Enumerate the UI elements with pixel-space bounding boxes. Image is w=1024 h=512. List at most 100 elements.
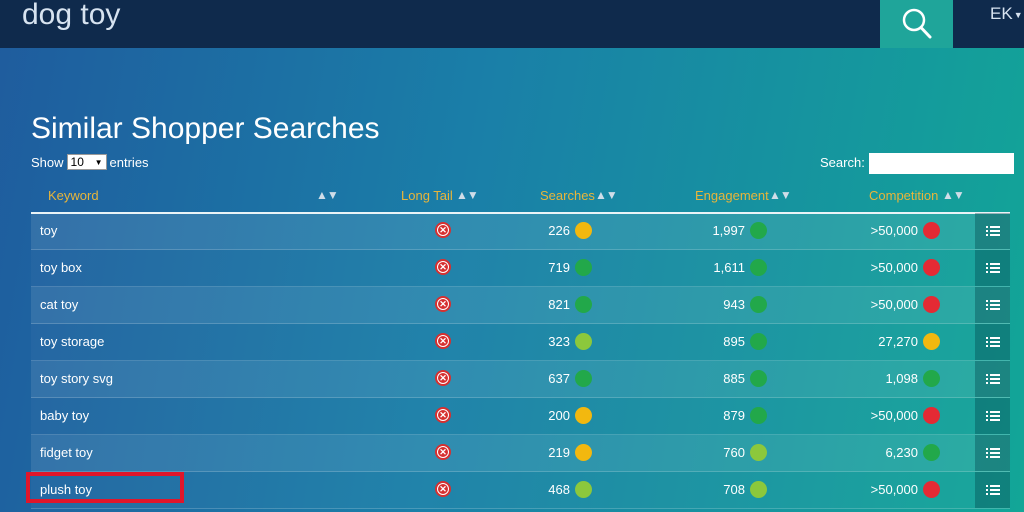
x-circle-icon: ✕	[435, 407, 451, 423]
keyword-cell[interactable]: toy storage	[40, 334, 105, 349]
user-menu[interactable]: EK▼	[990, 4, 1023, 24]
searches-status-dot	[575, 296, 592, 313]
searches-status-dot	[575, 222, 592, 239]
searches-value: 637	[548, 371, 570, 386]
searches-value: 219	[548, 445, 570, 460]
sort-icon[interactable]: ▲▼	[942, 188, 965, 202]
table-row: baby toy ✕ 200 879 >50,000	[31, 398, 1010, 435]
row-menu-button[interactable]	[975, 472, 1010, 508]
competition-value: >50,000	[870, 297, 918, 312]
searches-status-dot	[575, 259, 592, 276]
engagement-value: 895	[723, 334, 745, 349]
searches-value: 821	[548, 297, 570, 312]
competition-status-dot	[923, 222, 940, 239]
list-icon	[985, 300, 1000, 310]
column-header-long-tail[interactable]: Long Tail	[401, 188, 453, 203]
keyword-cell[interactable]: toy box	[40, 260, 82, 275]
keyword-cell[interactable]: toy	[40, 223, 58, 238]
row-menu-button[interactable]	[975, 324, 1010, 360]
list-icon	[985, 485, 1000, 495]
sort-icon[interactable]: ▲▼	[456, 188, 479, 202]
competition-status-dot	[923, 259, 940, 276]
table-row: toy box ✕ 719 1,611 >50,000	[31, 250, 1010, 287]
table-search-label: Search:	[820, 155, 865, 170]
competition-value: >50,000	[870, 260, 918, 275]
table-row: fidget toy ✕ 219 760 6,230	[31, 435, 1010, 472]
competition-value: 1,098	[885, 371, 918, 386]
keyword-cell[interactable]: fidget toy	[40, 445, 93, 460]
user-initials: EK	[990, 4, 1013, 23]
searches-value: 226	[548, 223, 570, 238]
entries-select-value: 10	[70, 155, 84, 169]
search-query-text[interactable]: dog toy	[22, 0, 121, 31]
table-row: toy ✕ 226 1,997 >50,000	[31, 213, 1010, 250]
page-title: Similar Shopper Searches	[31, 112, 380, 146]
row-menu-button[interactable]	[975, 287, 1010, 323]
competition-status-dot	[923, 333, 940, 350]
keyword-cell[interactable]: plush toy	[40, 482, 93, 497]
searches-status-dot	[575, 370, 592, 387]
engagement-value: 1,611	[713, 260, 745, 275]
competition-value: 6,230	[885, 445, 918, 460]
entries-select[interactable]: 10 ▼	[66, 154, 107, 170]
x-circle-icon: ✕	[435, 333, 451, 349]
engagement-status-dot	[750, 333, 767, 350]
row-menu-button[interactable]	[975, 213, 1010, 249]
list-icon	[985, 448, 1000, 458]
column-header-engagement[interactable]: Engagement	[695, 188, 769, 203]
column-header-keyword[interactable]: Keyword	[48, 188, 99, 203]
searches-status-dot	[575, 481, 592, 498]
x-circle-icon: ✕	[435, 296, 451, 312]
engagement-status-dot	[750, 407, 767, 424]
competition-status-dot	[923, 296, 940, 313]
searches-status-dot	[575, 333, 592, 350]
searches-value: 200	[548, 408, 570, 423]
row-menu-button[interactable]	[975, 250, 1010, 286]
entries-length-control: Show 10 ▼ entries	[31, 154, 149, 170]
competition-status-dot	[923, 444, 940, 461]
table-row: plush toy ✕ 468 708 >50,000	[31, 472, 1010, 509]
searches-status-dot	[575, 444, 592, 461]
sort-icon[interactable]: ▲▼	[316, 188, 339, 202]
list-icon	[985, 374, 1000, 384]
engagement-value: 1,997	[712, 223, 745, 238]
column-header-competition[interactable]: Competition	[869, 188, 939, 203]
engagement-status-dot	[750, 222, 767, 239]
list-icon	[985, 337, 1000, 347]
list-icon	[985, 263, 1000, 273]
competition-status-dot	[923, 481, 940, 498]
table-row: toy storage ✕ 323 895 27,270	[31, 324, 1010, 361]
table-header: Keyword ▲▼ Long Tail ▲▼ Searches ▲▼ Enga…	[31, 180, 1010, 214]
table-row: cat toy ✕ 821 943 >50,000	[31, 287, 1010, 324]
row-menu-button[interactable]	[975, 361, 1010, 397]
search-button[interactable]	[880, 0, 953, 48]
table-search-input[interactable]	[869, 153, 1014, 174]
x-circle-icon: ✕	[435, 444, 451, 460]
x-circle-icon: ✕	[435, 259, 451, 275]
row-menu-button[interactable]	[975, 398, 1010, 434]
competition-status-dot	[923, 370, 940, 387]
keyword-cell[interactable]: toy story svg	[40, 371, 113, 386]
entries-label: entries	[109, 154, 149, 170]
engagement-value: 943	[723, 297, 745, 312]
engagement-status-dot	[750, 296, 767, 313]
keyword-cell[interactable]: cat toy	[40, 297, 79, 312]
sort-icon[interactable]: ▲▼	[595, 188, 618, 202]
engagement-value: 708	[723, 482, 745, 497]
engagement-status-dot	[750, 370, 767, 387]
chevron-down-icon: ▼	[94, 157, 103, 167]
competition-status-dot	[923, 407, 940, 424]
row-menu-button[interactable]	[975, 435, 1010, 471]
competition-value: >50,000	[870, 408, 918, 423]
chevron-down-icon: ▼	[1013, 9, 1023, 20]
engagement-value: 885	[723, 371, 745, 386]
competition-value: 27,270	[878, 334, 918, 349]
keyword-cell[interactable]: baby toy	[40, 408, 90, 423]
engagement-status-dot	[750, 481, 767, 498]
sort-icon[interactable]: ▲▼	[769, 188, 792, 202]
searches-value: 323	[548, 334, 570, 349]
engagement-value: 760	[723, 445, 745, 460]
column-header-searches[interactable]: Searches	[540, 188, 595, 203]
list-icon	[985, 226, 1000, 236]
x-circle-icon: ✕	[435, 481, 451, 497]
